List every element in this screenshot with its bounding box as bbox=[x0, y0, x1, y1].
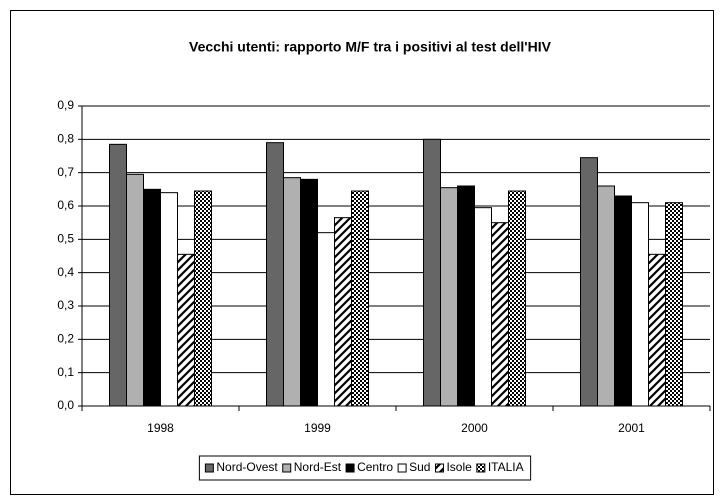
y-tick-label: 0,0 bbox=[57, 398, 74, 412]
bar bbox=[508, 190, 526, 407]
bar bbox=[109, 143, 127, 407]
legend-label: ITALIA bbox=[488, 460, 524, 474]
y-tick-label: 0,4 bbox=[57, 265, 74, 279]
legend-swatch bbox=[345, 463, 355, 473]
bar bbox=[283, 177, 301, 407]
legend-swatch bbox=[282, 463, 292, 473]
legend-label: Nord-Est bbox=[294, 460, 342, 474]
bar bbox=[317, 232, 335, 407]
legend-swatch bbox=[434, 463, 444, 473]
bar bbox=[597, 185, 615, 407]
bar bbox=[334, 217, 352, 407]
bar bbox=[351, 190, 369, 407]
legend-box bbox=[198, 455, 532, 481]
bar bbox=[491, 222, 509, 407]
x-tick-label: 1999 bbox=[304, 421, 331, 435]
x-tick-label: 2000 bbox=[461, 421, 488, 435]
legend-swatch bbox=[476, 463, 486, 473]
bar bbox=[126, 173, 144, 407]
bar bbox=[440, 187, 458, 407]
bar bbox=[457, 185, 475, 407]
y-tick-label: 0,5 bbox=[57, 232, 74, 246]
bar bbox=[300, 178, 318, 407]
x-tick-label: 1998 bbox=[147, 421, 174, 435]
y-tick-label: 0,2 bbox=[57, 332, 74, 346]
legend-label: Centro bbox=[357, 460, 393, 474]
bar bbox=[665, 202, 683, 407]
legend-swatch bbox=[397, 463, 407, 473]
bar bbox=[648, 253, 666, 407]
bar bbox=[631, 202, 649, 407]
bar bbox=[177, 253, 195, 407]
bar bbox=[614, 195, 632, 407]
bar bbox=[143, 188, 161, 407]
y-tick-label: 0,1 bbox=[57, 365, 74, 379]
y-tick-label: 0,9 bbox=[57, 98, 74, 112]
legend-label: Sud bbox=[409, 460, 430, 474]
y-tick-label: 0,7 bbox=[57, 165, 74, 179]
y-tick-label: 0,3 bbox=[57, 298, 74, 312]
legend-swatch bbox=[204, 463, 214, 473]
bar bbox=[194, 190, 212, 407]
x-tick-label: 2001 bbox=[618, 421, 645, 435]
y-tick-label: 0,8 bbox=[57, 132, 74, 146]
legend-label: Nord-Ovest bbox=[216, 460, 278, 474]
legend-label: Isole bbox=[446, 460, 472, 474]
bar bbox=[474, 207, 492, 407]
y-tick-label: 0,6 bbox=[57, 198, 74, 212]
bar bbox=[266, 142, 284, 407]
chart-title: Vecchi utenti: rapporto M/F tra i positi… bbox=[189, 39, 552, 55]
bar bbox=[580, 157, 598, 407]
bar bbox=[160, 192, 178, 407]
bar bbox=[423, 138, 441, 407]
